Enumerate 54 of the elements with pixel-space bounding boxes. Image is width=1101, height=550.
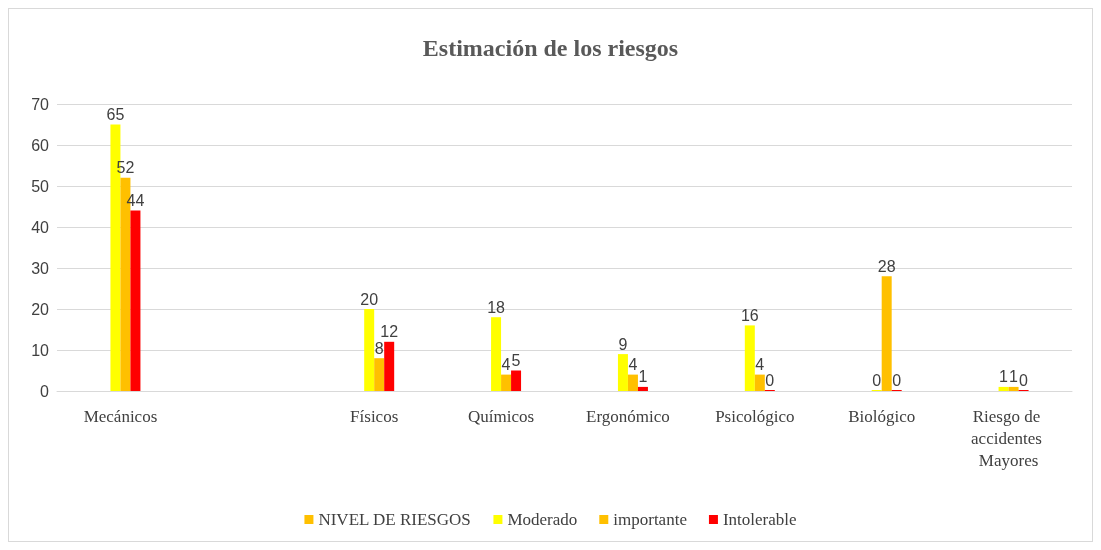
- legend-label: importante: [613, 510, 687, 529]
- y-tick-label: 40: [31, 218, 50, 236]
- data-label: 5: [511, 352, 521, 369]
- y-tick-label: 50: [31, 177, 50, 195]
- data-label: 4: [628, 356, 638, 374]
- data-label: 0: [892, 371, 902, 389]
- y-tick-label: 20: [31, 300, 50, 318]
- data-label: 0: [872, 371, 882, 389]
- data-label: 0: [765, 371, 775, 389]
- data-label: 18: [487, 298, 506, 316]
- y-tick-label: 30: [31, 259, 50, 277]
- legend-label: NIVEL DE RIESGOS: [318, 510, 471, 529]
- x-tick-label: Riesgo de accidentes Mayores: [971, 406, 1047, 470]
- data-label: 1: [638, 368, 648, 386]
- legend-label: Intolerable: [722, 510, 797, 529]
- bar: [374, 358, 385, 391]
- data-label: 16: [740, 306, 759, 324]
- bar: [744, 325, 755, 391]
- bar: [627, 374, 638, 391]
- bar: [1008, 386, 1019, 391]
- bar: [617, 354, 628, 391]
- bar: [501, 374, 512, 391]
- data-label: 12: [380, 323, 399, 341]
- bar: [130, 210, 141, 391]
- data-label: 65: [106, 106, 125, 123]
- data-label: 4: [501, 356, 511, 374]
- bar: [998, 386, 1009, 391]
- bar: [881, 276, 892, 391]
- bar: [491, 317, 502, 391]
- data-label: 9: [618, 335, 628, 353]
- x-tick-label: Mecánicos: [83, 406, 158, 426]
- data-label: 28: [877, 257, 896, 275]
- x-tick-label: Biológico: [848, 406, 916, 426]
- data-label: 1: [1009, 368, 1019, 386]
- x-tick-label: Ergonómico: [586, 406, 670, 426]
- y-tick-label: 60: [31, 136, 50, 154]
- legend-label: Moderado: [507, 510, 578, 529]
- data-label: 0: [1019, 371, 1029, 389]
- data-label: 20: [360, 290, 379, 308]
- chart-title: Estimación de los riesgos: [422, 35, 679, 61]
- x-tick-label: Físicos: [350, 406, 399, 426]
- data-label: 4: [755, 356, 765, 374]
- bar: [754, 374, 765, 391]
- bar: [364, 309, 375, 391]
- x-tick-label: Químicos: [468, 406, 535, 426]
- data-label: 1: [999, 368, 1009, 386]
- x-tick-label: Psicológico: [715, 406, 795, 426]
- bar: [637, 386, 648, 391]
- y-tick-label: 10: [31, 341, 50, 359]
- bar: [511, 370, 522, 391]
- y-tick-label: 0: [40, 382, 50, 400]
- bar: [384, 341, 395, 391]
- y-tick-label: 70: [31, 95, 50, 113]
- data-label: 8: [374, 339, 384, 357]
